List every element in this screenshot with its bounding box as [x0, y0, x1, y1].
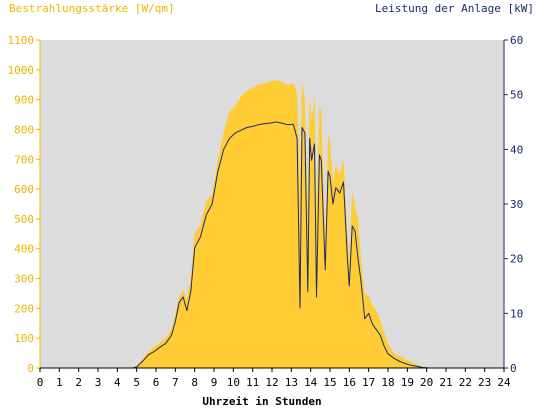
x-tick-label: 7	[172, 376, 179, 389]
right-tick-label: 30	[510, 198, 523, 211]
x-tick-label: 21	[439, 376, 452, 389]
right-axis-title: Leistung der Anlage [kW]	[375, 2, 534, 15]
right-tick-label: 20	[510, 253, 523, 266]
x-axis-ticks: 0 1 2 3 4 5 6 7 8 9 10 11 12 13 14 15 16 17 18 19 20 21 22 23 24	[37, 368, 511, 389]
right-tick-label: 0	[510, 362, 517, 375]
right-tick-label: 10	[510, 307, 523, 320]
right-axis-ticks: 0 10 20 30 40 50 60	[504, 34, 523, 375]
x-tick-label: 8	[191, 376, 198, 389]
x-tick-label: 19	[401, 376, 414, 389]
left-tick-label: 1100	[8, 34, 35, 47]
x-tick-label: 20	[420, 376, 433, 389]
x-tick-label: 22	[459, 376, 472, 389]
left-tick-label: 400	[14, 243, 34, 256]
left-tick-label: 500	[14, 213, 34, 226]
left-tick-label: 200	[14, 302, 34, 315]
x-tick-label: 4	[114, 376, 121, 389]
x-tick-label: 15	[323, 376, 336, 389]
power-line	[40, 121, 504, 369]
x-tick-label: 14	[304, 376, 318, 389]
left-tick-label: 100	[14, 332, 34, 345]
x-tick-label: 3	[95, 376, 102, 389]
left-tick-label: 800	[14, 123, 34, 136]
x-tick-label: 0	[37, 376, 44, 389]
left-tick-label: 300	[14, 273, 34, 286]
x-tick-label: 10	[227, 376, 240, 389]
left-tick-label: 1000	[8, 64, 35, 77]
left-tick-label: 700	[14, 153, 34, 166]
x-tick-label: 23	[478, 376, 491, 389]
x-tick-label: 16	[343, 376, 356, 389]
left-tick-label: 0	[27, 362, 34, 375]
x-axis-label: Uhrzeit in Stunden	[202, 395, 321, 408]
x-tick-label: 24	[497, 376, 511, 389]
irradiance-area	[40, 80, 504, 369]
left-axis-ticks: 0 100 200 300 400 500 600 700 800 900 1000 1100	[8, 34, 40, 375]
x-tick-label: 9	[211, 376, 218, 389]
right-tick-label: 40	[510, 143, 523, 156]
x-tick-label: 18	[381, 376, 394, 389]
left-axis-title: Bestrahlungsstärke [W/qm]	[9, 2, 175, 15]
x-tick-label: 2	[75, 376, 82, 389]
x-tick-label: 6	[153, 376, 160, 389]
x-tick-label: 5	[133, 376, 140, 389]
x-tick-label: 13	[285, 376, 298, 389]
x-tick-label: 12	[265, 376, 278, 389]
x-tick-label: 1	[56, 376, 63, 389]
left-tick-label: 600	[14, 183, 34, 196]
x-tick-label: 17	[362, 376, 375, 389]
series-layer	[40, 80, 504, 369]
right-tick-label: 50	[510, 89, 523, 102]
right-tick-label: 60	[510, 34, 523, 47]
x-tick-label: 11	[246, 376, 259, 389]
left-tick-label: 900	[14, 94, 34, 107]
